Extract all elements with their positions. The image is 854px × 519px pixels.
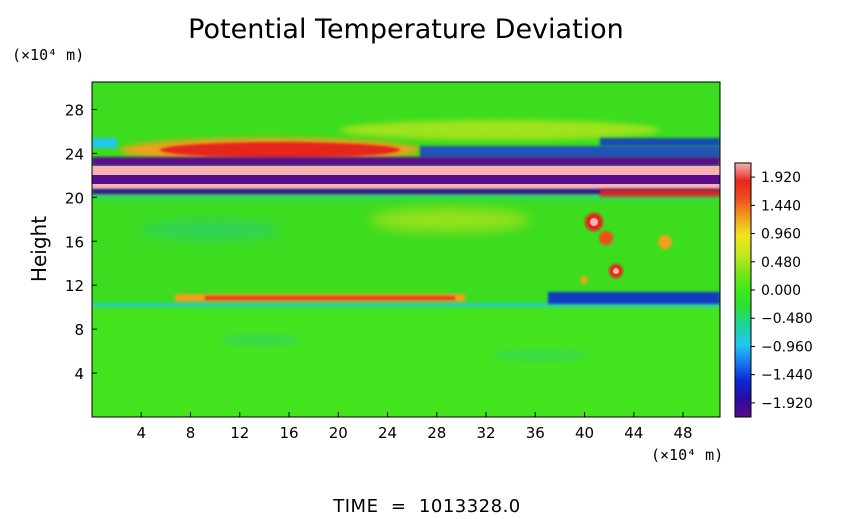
x-tick-label: 24 [378,424,397,442]
field-warm-blob-5 [580,276,588,284]
y-tick-label: 4 [74,365,84,383]
field-upper-blue-striation [420,146,720,158]
y-tick-label: 20 [65,189,84,207]
field-mid-cool-patch [548,292,720,304]
colorbar-tick-label: 1.440 [761,198,801,214]
y-axis-label: Height [27,216,51,282]
colorbar-tick-label: −1.920 [761,396,813,412]
x-tick-label: 20 [329,424,348,442]
field-mid-cyan-patch [140,220,280,240]
field-teal-streak [92,190,720,200]
field-band-warm-right [600,189,720,197]
colorbar-ticks: 1.920 1.440 0.960 0.480 0.000 −0.480 −0.960 −1.… [751,170,813,412]
field-warm-blob-4-core [613,268,619,274]
y-axis-ticks: 4 8 12 16 20 24 28 [65,101,97,383]
x-axis-ticks: 4 8 12 16 20 24 28 32 36 40 44 48 [136,412,693,442]
colorbar-gradient [734,162,752,418]
colorbar-tick-label: 1.920 [761,170,801,186]
colorbar-tick-label: 0.480 [761,255,801,271]
x-tick-label: 44 [624,424,643,442]
field-upper-blue-striation-2 [600,138,720,146]
plot-frame [91,81,721,418]
colorbar: 1.920 1.440 0.960 0.480 0.000 −0.480 −0.960 −1.… [734,162,813,418]
field-warm-blob-2 [599,231,613,245]
x-tick-label: 12 [230,424,249,442]
field-band-negative-1 [92,157,720,166]
field-mid-warm-streak-core [205,296,455,300]
y-tick-label: 8 [74,321,84,339]
field-band-negative-2 [92,175,720,184]
colorbar-tick-label: −0.480 [761,311,813,327]
x-unit-label: (×10⁴ m) [651,446,723,464]
field-warm-blob-3 [658,235,672,249]
x-tick-label: 28 [427,424,446,442]
colorbar-tick-label: −1.440 [761,368,813,384]
field-lower-region [92,305,720,417]
field-warm-blob-1-core [590,218,598,226]
field-band-positive-2 [92,184,720,189]
x-tick-label: 8 [186,424,196,442]
x-tick-label: 4 [136,424,146,442]
x-tick-label: 36 [526,424,545,442]
y-unit-label: (×10⁴ m) [12,46,84,64]
y-tick-label: 28 [65,101,84,119]
field-lower-cyan-mottle [220,334,300,346]
y-tick-label: 16 [65,233,84,251]
field-band-negative-3 [92,189,720,194]
field-lower-cyan-mottle-2 [490,349,590,361]
x-tick-label: 40 [575,424,594,442]
x-tick-label: 48 [674,424,693,442]
field-upper-warm-lobe [160,142,400,158]
y-tick-label: 24 [65,145,84,163]
x-tick-label: 16 [279,424,298,442]
field-cyan-shear-line [92,302,720,308]
field-cyan-streak-left [92,138,117,148]
field-band-positive-1 [92,166,720,175]
x-tick-label: 32 [476,424,495,442]
chart-title: Potential Temperature Deviation [188,14,624,45]
field-upper-yellow-wisps [340,120,660,140]
heatmap-field [92,82,720,417]
colorbar-tick-label: −0.960 [761,339,813,355]
colorbar-tick-label: 0.960 [761,227,801,243]
colorbar-tick-label: 0.000 [761,283,801,299]
field-mid-yellow-patch [370,208,530,232]
y-tick-label: 12 [65,277,84,295]
time-label: TIME = 1013328.0 [332,496,521,517]
